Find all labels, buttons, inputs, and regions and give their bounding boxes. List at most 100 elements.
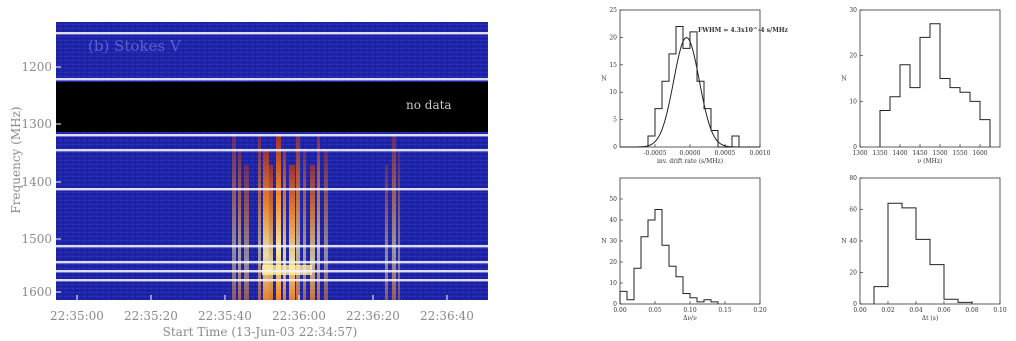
burst-stripe	[283, 150, 286, 300]
histogram-duration: 0.00 0.02 0.04 0.06 0.08 0.10 0 20 40 60 80 Δt (s) N	[841, 175, 1006, 322]
y-tick-label: 15	[609, 62, 617, 69]
x-tick-label: 1450	[912, 150, 927, 157]
x-tick-label: 22:36:40	[420, 309, 474, 323]
y-tick-label: 40	[609, 217, 617, 224]
y-tick-label: 20	[849, 53, 857, 60]
y-tick-label: 10	[609, 280, 617, 287]
burst-stripe	[244, 165, 249, 300]
y-tick-label: 20	[849, 270, 857, 277]
interference-line	[56, 261, 488, 264]
x-tick-label: 1400	[892, 150, 907, 157]
x-tick-label: 0.20	[753, 307, 767, 314]
y-tick-label: 0	[613, 144, 617, 151]
x-tick-label: 22:35:40	[198, 309, 252, 323]
x-tick-label: 0.04	[909, 307, 923, 314]
burst-stripe	[296, 135, 300, 300]
y-axis-label: Frequency (MHz)	[9, 106, 23, 213]
x-tick-label: 0.0010	[750, 150, 771, 157]
y-tick-label: 0	[853, 144, 857, 151]
x-tick-label: 0.0000	[680, 150, 701, 157]
x-tick-label: 0.00	[613, 307, 627, 314]
x-tick-label: 22:35:00	[50, 309, 104, 323]
burst-stripe	[289, 165, 295, 300]
y-tick-label: 10	[609, 89, 617, 96]
x-axis-label: Δν/ν	[683, 315, 697, 322]
y-tick-label: 1500	[21, 232, 52, 246]
burst-stripe	[310, 165, 315, 300]
x-tick-label: 0.00	[853, 307, 867, 314]
y-tick-label: 20	[609, 34, 617, 41]
interference-line	[56, 149, 488, 152]
x-tick-label: 0.15	[718, 307, 732, 314]
burst-stripe	[303, 150, 306, 300]
y-tick-label: 80	[849, 175, 857, 182]
y-tick-label: 50	[609, 196, 617, 203]
x-tick-label: 0.10	[993, 307, 1007, 314]
interference-line	[56, 279, 488, 282]
histogram-steps	[879, 23, 991, 147]
y-axis-label: N	[841, 238, 846, 245]
x-tick-label: 0.02	[881, 307, 895, 314]
interference-line	[56, 32, 488, 35]
burst-stripe	[392, 135, 396, 300]
y-axis-label: N	[841, 76, 846, 83]
histogram-relative-bandwidth: 0.00 0.05 0.10 0.15 0.20 0 10 20 30 40 50 Δν/ν N	[601, 177, 767, 322]
y-tick-label: 0	[613, 301, 617, 308]
gaussian-fit-curve	[620, 36, 760, 148]
y-axis-label: N	[601, 76, 606, 83]
y-tick-label: 40	[849, 238, 857, 245]
y-axis-label: N	[601, 238, 606, 245]
interference-line	[56, 134, 488, 137]
burst-stripe	[263, 150, 269, 300]
x-tick-label: 0.10	[683, 307, 697, 314]
interference-line	[56, 245, 488, 248]
x-tick-label: -0.0005	[643, 150, 666, 157]
y-tick-label: 1200	[21, 60, 52, 74]
y-tick-label: 30	[609, 238, 617, 245]
y-tick-label: 20	[609, 259, 617, 266]
y-tick-label: 0	[853, 301, 857, 308]
x-axis-label: ν (MHz)	[918, 158, 943, 165]
interference-line	[56, 78, 488, 81]
burst-stripe	[385, 165, 388, 300]
burst-stripe	[269, 165, 273, 300]
burst-stripe	[324, 150, 328, 300]
y-tick-label: 10	[849, 98, 857, 105]
x-tick-label: 22:36:20	[346, 309, 400, 323]
histogram-frequency: 1300 1350 1400 1450 1500 1550 1600 0 10 20 30 ν (MH…	[841, 7, 1001, 165]
x-tick-label: 1600	[972, 150, 987, 157]
histogram-steps	[619, 209, 719, 304]
nodata-band	[56, 82, 488, 132]
burst-stripe	[276, 135, 281, 300]
x-tick-label: 0.08	[965, 307, 979, 314]
y-tick-label: 5	[613, 117, 617, 124]
dynamic-spectrum: (b) Stokes V no data Frequency (MHz) Sta…	[9, 22, 488, 339]
x-axis-label: inv. drift rate (s/MHz)	[657, 158, 723, 165]
plot-frame	[859, 9, 1001, 148]
y-tick-label: 1600	[21, 285, 52, 299]
spectrum-image	[56, 22, 488, 300]
burst-stripe	[398, 150, 400, 300]
x-tick-label: 1500	[932, 150, 947, 157]
burst-stripe	[232, 135, 236, 300]
burst-stripe	[238, 150, 241, 300]
x-tick-label: 1350	[872, 150, 887, 157]
x-tick-label: 0.06	[937, 307, 951, 314]
histogram-steps	[873, 202, 973, 304]
interference-line	[56, 270, 488, 273]
histogram-inv-drift-rate: -0.0005 0.0000 0.0005 0.0010 0 5 10 15 20 25 inv. …	[601, 7, 788, 165]
x-tick-label: 0.05	[648, 307, 662, 314]
fwhm-annotation: FWHM = 4.3x10^-4 s/MHz	[698, 27, 789, 34]
x-tick-label: 1550	[952, 150, 967, 157]
y-tick-label: 1300	[21, 117, 52, 131]
y-tick-label: 1400	[21, 175, 52, 189]
histogram-steps	[647, 25, 740, 148]
x-tick-label: 1300	[852, 150, 867, 157]
x-tick-label: 0.0005	[715, 150, 736, 157]
y-tick-label: 60	[849, 207, 857, 214]
interference-lines	[56, 32, 488, 282]
y-tick-label: 25	[609, 7, 617, 14]
x-tick-label: 22:35:20	[124, 309, 178, 323]
histogram-grid: -0.0005 0.0000 0.0005 0.00100510152025inv. …	[601, 7, 1006, 322]
burst-stripe	[258, 135, 261, 300]
